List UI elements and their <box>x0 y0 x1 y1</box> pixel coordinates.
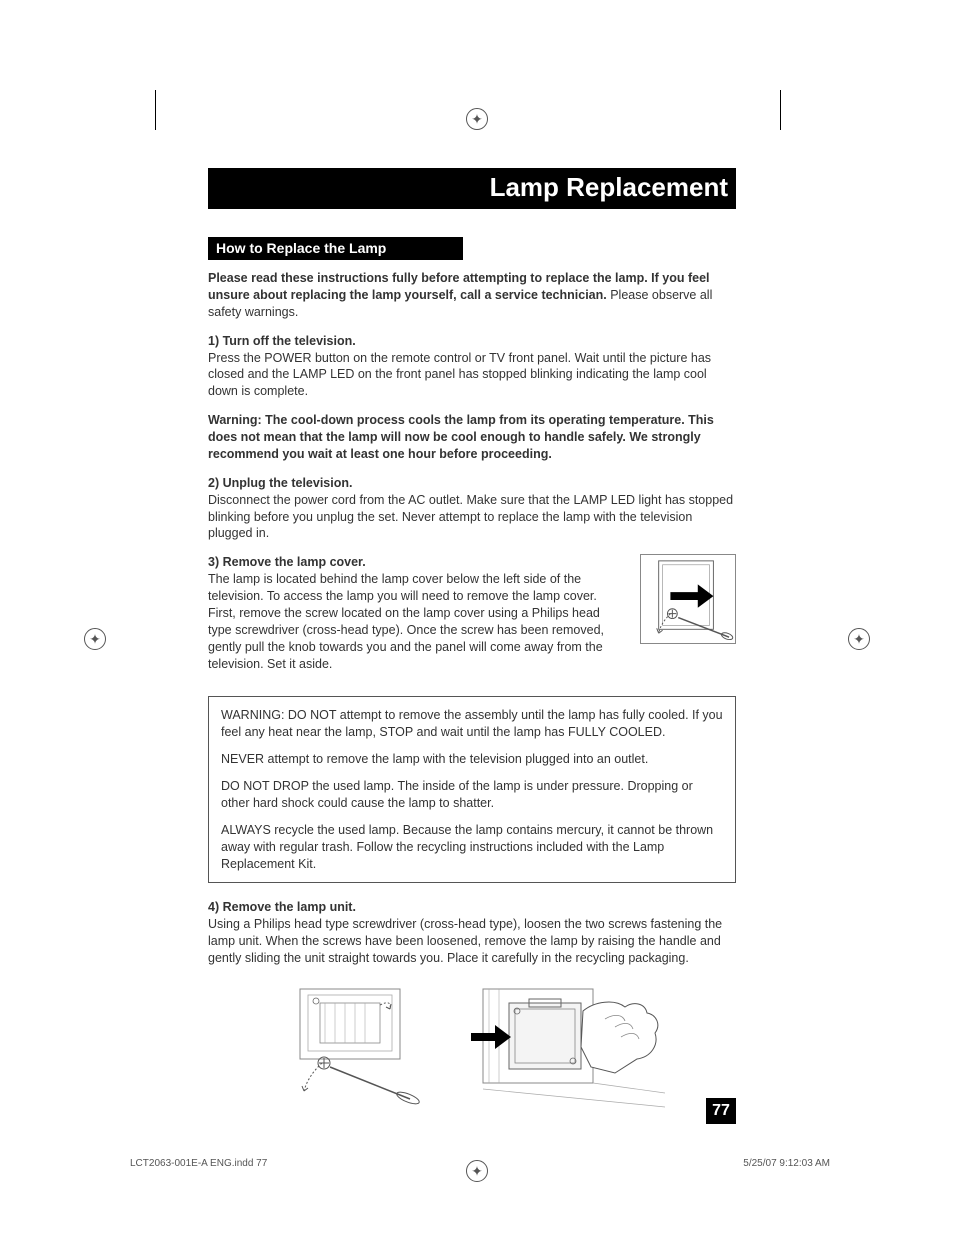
registration-mark-icon <box>466 108 488 130</box>
page-number: 77 <box>706 1098 736 1124</box>
step-4: 4) Remove the lamp unit. Using a Philips… <box>208 899 736 967</box>
footer-right: 5/25/07 9:12:03 AM <box>743 1158 830 1169</box>
warning-paragraph: Warning: The cool-down process cools the… <box>208 412 736 463</box>
page-content: Lamp Replacement How to Replace the Lamp… <box>208 168 736 1111</box>
loosen-screws-diagram-icon <box>280 981 435 1111</box>
intro-paragraph: Please read these instructions fully bef… <box>208 270 736 321</box>
step-3: 3) Remove the lamp cover. The lamp is lo… <box>208 554 626 672</box>
step-4-heading: 4) Remove the lamp unit. <box>208 900 356 914</box>
step-1: 1) Turn off the television. Press the PO… <box>208 333 736 401</box>
step-3-text: The lamp is located behind the lamp cove… <box>208 572 604 670</box>
remove-lamp-diagram-icon <box>465 981 665 1111</box>
warning-box-p2: NEVER attempt to remove the lamp with th… <box>221 751 723 768</box>
lamp-cover-diagram-icon <box>640 554 736 644</box>
print-footer: LCT2063-001E-A ENG.indd 77 5/25/07 9:12:… <box>130 1158 830 1169</box>
crop-mark <box>155 90 156 130</box>
step-2-text: Disconnect the power cord from the AC ou… <box>208 493 733 541</box>
registration-mark-icon <box>84 628 106 650</box>
step-3-row: 3) Remove the lamp cover. The lamp is lo… <box>208 554 736 684</box>
crop-mark <box>780 90 781 130</box>
step-2-heading: 2) Unplug the television. <box>208 476 352 490</box>
page-title: Lamp Replacement <box>208 168 736 209</box>
warning-box: WARNING: DO NOT attempt to remove the as… <box>208 696 736 883</box>
step-1-text: Press the POWER button on the remote con… <box>208 351 711 399</box>
warning-box-p1: WARNING: DO NOT attempt to remove the as… <box>221 707 723 741</box>
step-1-heading: 1) Turn off the television. <box>208 334 356 348</box>
step-4-figures <box>208 981 736 1111</box>
registration-mark-icon <box>848 628 870 650</box>
warning-box-p3: DO NOT DROP the used lamp. The inside of… <box>221 778 723 812</box>
warning-box-p4: ALWAYS recycle the used lamp. Because th… <box>221 822 723 873</box>
step-2: 2) Unplug the television. Disconnect the… <box>208 475 736 543</box>
section-heading: How to Replace the Lamp <box>208 237 463 260</box>
footer-left: LCT2063-001E-A ENG.indd 77 <box>130 1158 267 1169</box>
step-4-text: Using a Philips head type screwdriver (c… <box>208 917 722 965</box>
step-3-heading: 3) Remove the lamp cover. <box>208 555 366 569</box>
